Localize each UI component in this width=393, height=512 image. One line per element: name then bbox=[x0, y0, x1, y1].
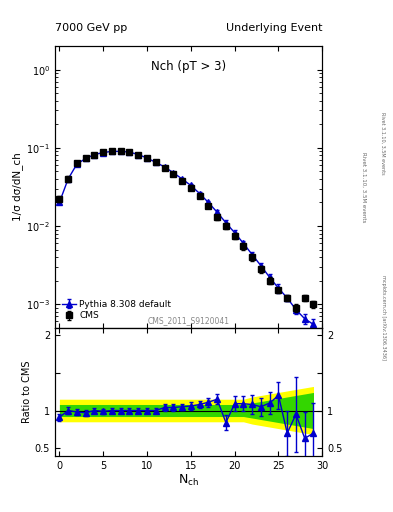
Y-axis label: Rivet 3.1.10, 3.5M events: Rivet 3.1.10, 3.5M events bbox=[361, 152, 366, 222]
Text: 7000 GeV pp: 7000 GeV pp bbox=[55, 23, 127, 33]
Text: Underlying Event: Underlying Event bbox=[226, 23, 322, 33]
Text: Nch (pT > 3): Nch (pT > 3) bbox=[151, 60, 226, 73]
Y-axis label: Ratio to CMS: Ratio to CMS bbox=[22, 360, 32, 423]
Y-axis label: 1/σ dσ/dN_ch: 1/σ dσ/dN_ch bbox=[13, 153, 24, 221]
Text: CMS_2011_S9120041: CMS_2011_S9120041 bbox=[148, 316, 230, 325]
Text: mcplots.cern.ch [arXiv:1306.3436]: mcplots.cern.ch [arXiv:1306.3436] bbox=[381, 275, 386, 360]
X-axis label: $\mathregular{N_{ch}}$: $\mathregular{N_{ch}}$ bbox=[178, 473, 199, 488]
Text: Rivet 3.1.10, 3.5M events: Rivet 3.1.10, 3.5M events bbox=[381, 112, 386, 175]
Legend: Pythia 8.308 default, CMS: Pythia 8.308 default, CMS bbox=[59, 297, 174, 323]
